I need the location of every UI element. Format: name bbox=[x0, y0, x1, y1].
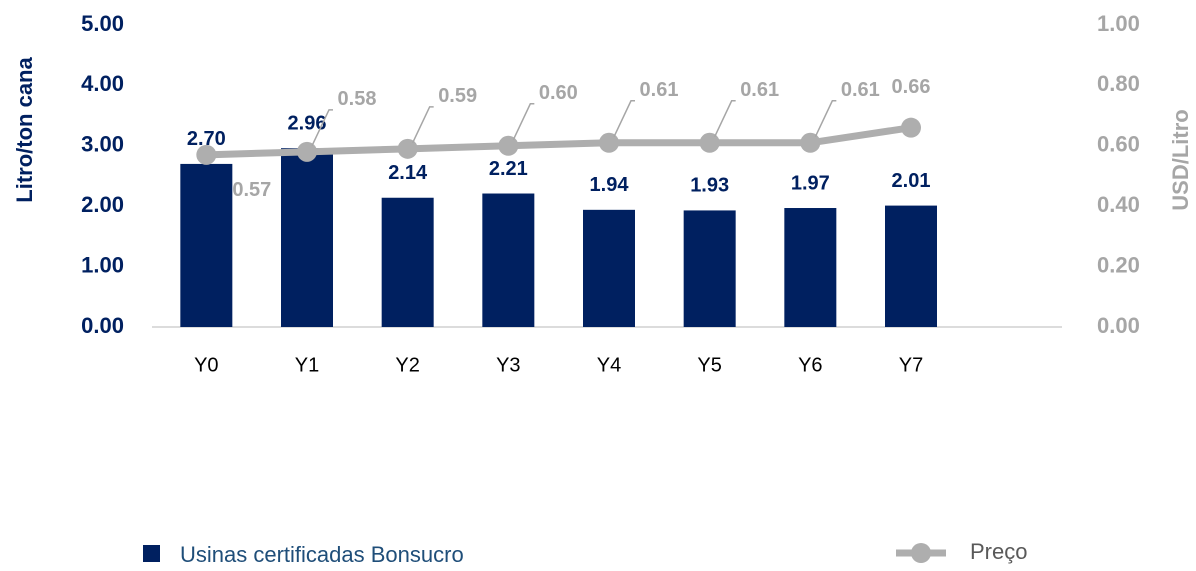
y2-tick-label: 1.00 bbox=[1097, 11, 1140, 36]
bar bbox=[885, 205, 937, 327]
line-marker bbox=[498, 135, 519, 156]
x-tick-label: Y0 bbox=[194, 354, 218, 376]
y-tick-label: 1.00 bbox=[81, 252, 124, 277]
bar-value-label: 2.70 bbox=[187, 128, 226, 150]
bar bbox=[281, 148, 333, 327]
bar-value-label: 2.14 bbox=[388, 162, 428, 184]
y2-axis-title: USD/Litro bbox=[1168, 109, 1193, 210]
line-marker bbox=[297, 141, 317, 162]
y2-tick-label: 0.40 bbox=[1097, 192, 1140, 217]
line bbox=[206, 124, 912, 159]
leader-line bbox=[713, 100, 736, 138]
bar bbox=[381, 197, 434, 327]
leader-line bbox=[311, 109, 333, 147]
y2-tick-label: 0.00 bbox=[1097, 313, 1140, 338]
bar-value-label: 2.21 bbox=[489, 158, 528, 180]
line-value-label: 0.59 bbox=[438, 85, 477, 107]
line-marker bbox=[196, 144, 217, 165]
legend-label: Preço bbox=[970, 539, 1027, 564]
bar bbox=[583, 209, 635, 327]
line-marker bbox=[901, 117, 921, 138]
leader-line bbox=[613, 100, 635, 138]
x-tick-label: Y7 bbox=[899, 354, 923, 376]
bar bbox=[180, 163, 233, 327]
bar bbox=[784, 208, 837, 327]
x-tick-label: Y4 bbox=[597, 354, 621, 376]
y-tick-label: 0.00 bbox=[81, 313, 124, 338]
x-tick-label: Y6 bbox=[798, 354, 822, 376]
y-tick-label: 5.00 bbox=[81, 11, 124, 36]
y-axis-title: Litro/ton cana bbox=[12, 57, 37, 203]
line-value-label: 0.61 bbox=[740, 79, 779, 101]
bar-value-label: 2.96 bbox=[288, 112, 327, 134]
line-value-label: 0.58 bbox=[338, 88, 377, 110]
bar-value-label: 2.01 bbox=[892, 170, 931, 192]
leader-line bbox=[814, 100, 837, 138]
line-value-label: 0.60 bbox=[539, 82, 578, 104]
y-tick-label: 2.00 bbox=[81, 192, 124, 217]
line-value-label: 0.66 bbox=[892, 76, 931, 98]
y2-tick-label: 0.20 bbox=[1097, 252, 1140, 277]
x-tick-label: Y3 bbox=[496, 354, 520, 376]
line-value-label: 0.61 bbox=[640, 79, 679, 101]
x-tick-label: Y2 bbox=[395, 354, 419, 376]
bar-value-label: 1.94 bbox=[590, 174, 630, 196]
leader-line bbox=[512, 103, 535, 141]
bar bbox=[683, 210, 736, 327]
line-marker bbox=[599, 132, 619, 153]
x-tick-label: Y1 bbox=[295, 354, 319, 376]
x-tick-label: Y5 bbox=[697, 354, 721, 376]
line-marker bbox=[397, 138, 418, 159]
line-value-label: 0.57 bbox=[232, 179, 271, 201]
y-tick-label: 4.00 bbox=[81, 71, 124, 96]
y2-tick-label: 0.80 bbox=[1097, 71, 1140, 96]
bar-value-label: 1.97 bbox=[791, 172, 830, 194]
legend-swatch bbox=[143, 545, 160, 562]
leader-line bbox=[411, 106, 434, 144]
legend-swatch bbox=[911, 543, 931, 563]
y2-tick-label: 0.60 bbox=[1097, 132, 1140, 157]
legend-label: Usinas certificadas Bonsucro bbox=[180, 542, 464, 567]
line-marker bbox=[699, 132, 720, 153]
bar bbox=[482, 193, 535, 327]
bar-value-label: 1.93 bbox=[690, 175, 729, 197]
line-value-label: 0.61 bbox=[841, 79, 880, 101]
y-tick-label: 3.00 bbox=[81, 132, 124, 157]
line-marker bbox=[800, 132, 821, 153]
